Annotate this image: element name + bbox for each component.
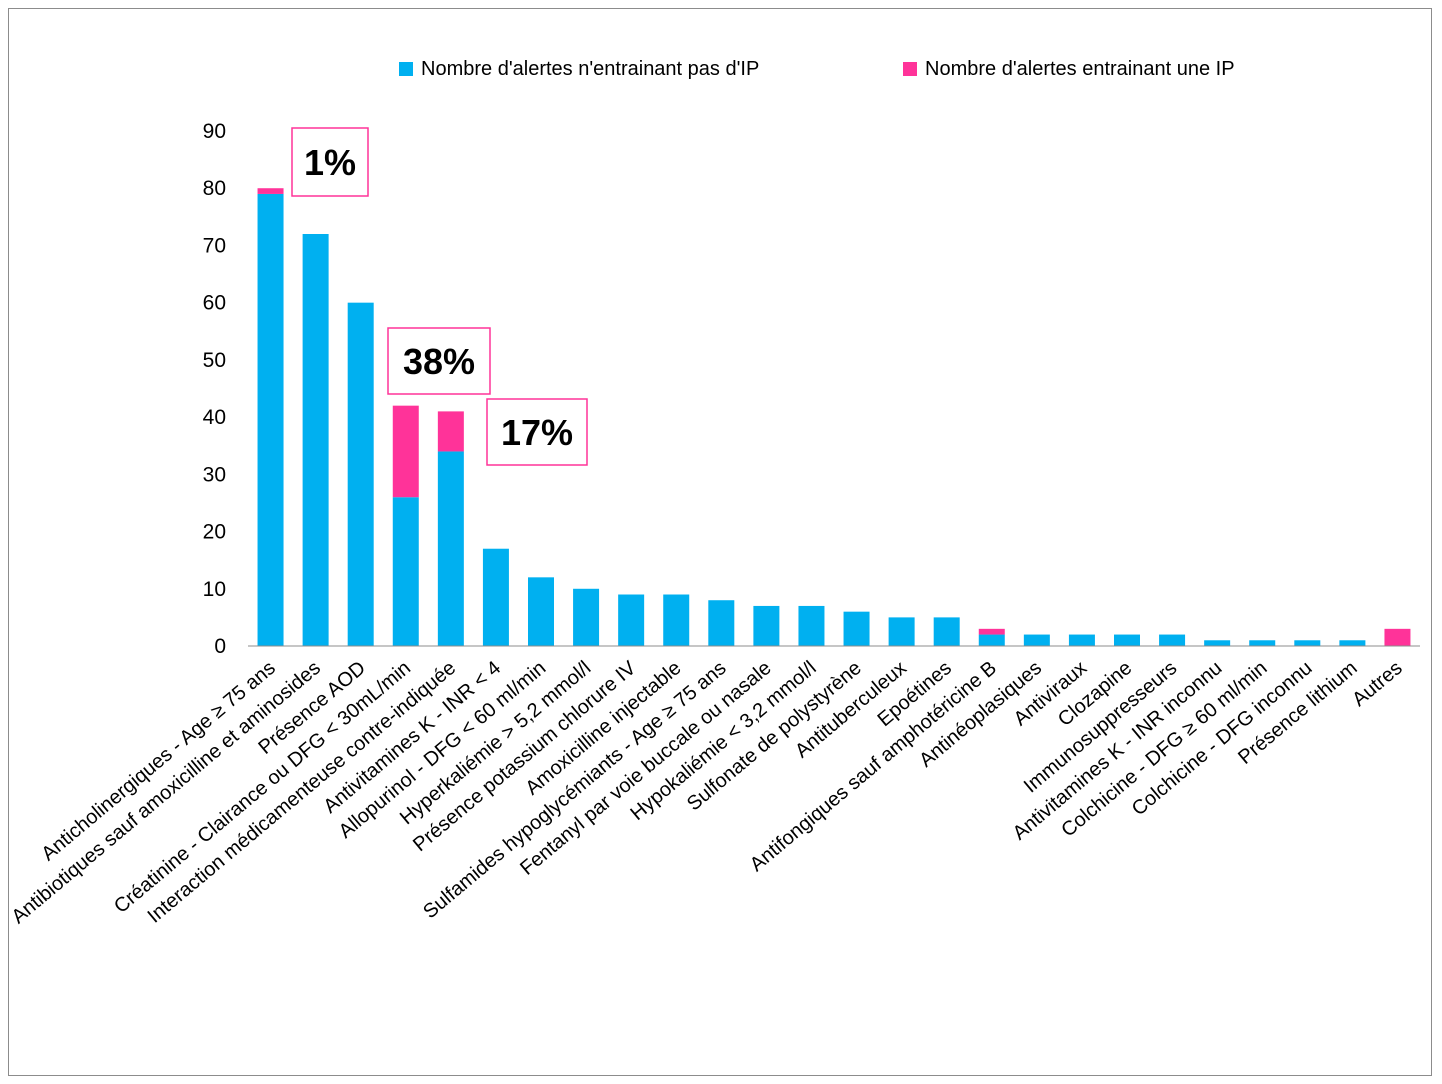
bar-no-ip bbox=[843, 611, 870, 646]
annotation-box bbox=[291, 127, 369, 197]
bar-no-ip bbox=[888, 617, 915, 646]
annotation-box bbox=[387, 327, 491, 395]
bar-no-ip bbox=[708, 600, 735, 646]
chart-frame bbox=[8, 8, 1432, 1076]
bar-no-ip bbox=[1339, 640, 1366, 646]
y-tick-label: 0 bbox=[214, 635, 226, 658]
bar-ip bbox=[978, 628, 1005, 635]
bar-no-ip bbox=[573, 588, 600, 646]
y-tick-label: 30 bbox=[203, 463, 226, 486]
bar-no-ip bbox=[1294, 640, 1321, 646]
annotation-box bbox=[486, 398, 588, 466]
bar-ip bbox=[1384, 628, 1411, 646]
annotation-label: 17% bbox=[501, 412, 573, 453]
y-tick-label: 60 bbox=[203, 292, 226, 315]
legend-label: Nombre d'alertes entrainant une IP bbox=[925, 58, 1235, 80]
y-tick-label: 40 bbox=[203, 406, 226, 429]
bar-no-ip bbox=[1204, 640, 1231, 646]
bar-no-ip bbox=[933, 617, 960, 646]
x-axis: Anticholinergiques - Age ≥ 75 ansAntibio… bbox=[8, 645, 1420, 928]
bar-no-ip bbox=[528, 577, 554, 646]
bar-no-ip bbox=[978, 634, 1005, 646]
bar-no-ip bbox=[482, 548, 509, 646]
bar-no-ip bbox=[1159, 634, 1186, 646]
y-tick-label: 10 bbox=[203, 578, 226, 601]
y-axis: 0 10 20 30 40 50 60 70 80 90 bbox=[203, 120, 226, 658]
bar-no-ip bbox=[798, 605, 825, 646]
bar-no-ip bbox=[347, 302, 374, 646]
bar-no-ip bbox=[753, 605, 780, 646]
y-tick-label: 20 bbox=[203, 521, 226, 544]
annotation-label: 1% bbox=[304, 142, 356, 183]
bar-ip bbox=[392, 405, 419, 498]
bar-no-ip bbox=[437, 451, 464, 646]
bar-no-ip bbox=[618, 594, 645, 646]
y-tick-label: 80 bbox=[203, 177, 226, 200]
x-tick-label: Interaction médicamenteuse contre-indiqu… bbox=[144, 657, 460, 928]
legend: Nombre d'alertes n'entrainant pas d'IP No… bbox=[399, 58, 1235, 80]
x-tick-label: Autres bbox=[1348, 657, 1406, 711]
annotations: 1% 38% 17% bbox=[291, 127, 588, 466]
legend-label: Nombre d'alertes n'entrainant pas d'IP bbox=[421, 58, 759, 80]
bar-ip bbox=[257, 188, 284, 194]
bar-no-ip bbox=[1023, 634, 1050, 646]
legend-swatch bbox=[399, 62, 413, 76]
y-tick-label: 70 bbox=[203, 234, 226, 257]
bar-no-ip bbox=[663, 594, 690, 646]
bars bbox=[257, 188, 1411, 646]
legend-swatch bbox=[903, 62, 917, 76]
y-tick-label: 50 bbox=[203, 349, 226, 372]
bar-ip bbox=[437, 411, 464, 452]
y-tick-label: 90 bbox=[203, 120, 226, 143]
x-tick-label: Antibiotiques sauf amoxicilline et amino… bbox=[8, 657, 325, 928]
annotation-label: 38% bbox=[403, 341, 475, 382]
bar-no-ip bbox=[302, 234, 329, 646]
bar-no-ip bbox=[1068, 634, 1095, 646]
bar-no-ip bbox=[1249, 640, 1276, 646]
bar-no-ip bbox=[392, 497, 419, 646]
bar-no-ip bbox=[257, 193, 284, 646]
bar-no-ip bbox=[1114, 634, 1140, 646]
